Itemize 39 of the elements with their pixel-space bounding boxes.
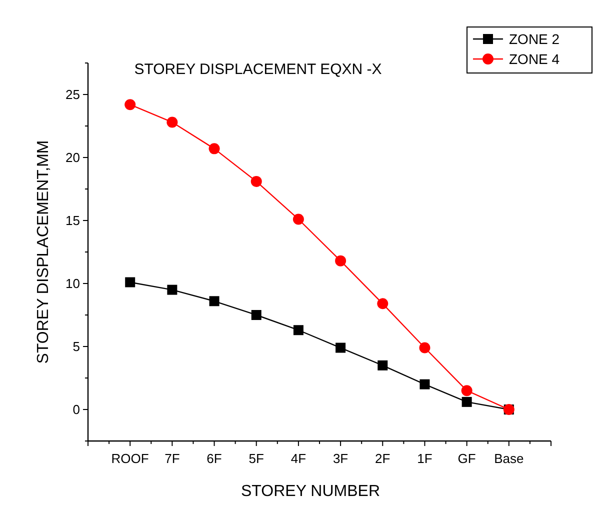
point [461, 385, 472, 396]
point [124, 99, 136, 110]
point [209, 296, 220, 306]
point [377, 298, 388, 310]
point [208, 143, 220, 154]
y-axis-title: STOREY DISPLACEMENT,MM [35, 140, 52, 364]
x-axis-title: STOREY NUMBER [241, 483, 380, 500]
point [251, 310, 262, 320]
y-tick-label: 5 [72, 339, 80, 354]
y-tick-label: 15 [66, 213, 80, 228]
point [335, 255, 346, 266]
y-tick-label: 0 [72, 402, 80, 418]
point [462, 396, 472, 407]
point [250, 176, 262, 187]
legend-label: ZONE 4 [509, 50, 560, 67]
chart-title: STOREY DISPLACEMENT EQXN -X [134, 61, 382, 78]
point [419, 342, 430, 354]
x-tick-label: 7F [164, 451, 180, 466]
x-tick-label: 2F [375, 451, 390, 466]
point [420, 379, 430, 390]
point [167, 284, 178, 295]
x-tick-label: 6F [206, 451, 222, 466]
point [292, 214, 304, 225]
legend-label: ZONE 2 [509, 30, 560, 47]
x-tick-label: 5F [248, 451, 264, 466]
x-tick-label: 4F [290, 451, 306, 466]
point [125, 277, 136, 288]
y-tick-label: 20 [66, 150, 80, 166]
x-tick-label: ROOF [111, 451, 149, 466]
x-tick-label: 1F [417, 451, 432, 466]
y-tick-label: 25 [66, 87, 80, 102]
x-tick-label: Base [494, 451, 524, 466]
x-tick-label: 3F [332, 451, 348, 466]
point [378, 360, 388, 370]
point [166, 116, 178, 128]
point [293, 325, 304, 336]
x-tick-label: GF [458, 451, 476, 466]
y-tick-label: 10 [66, 276, 80, 292]
point [336, 342, 346, 353]
